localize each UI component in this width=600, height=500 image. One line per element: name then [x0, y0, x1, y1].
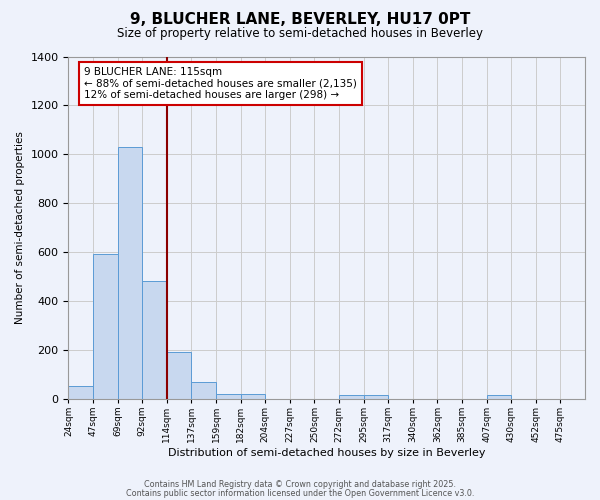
Bar: [241, 394, 265, 398]
Bar: [93, 254, 118, 398]
Bar: [142, 282, 167, 399]
Bar: [191, 382, 216, 398]
Text: 9 BLUCHER LANE: 115sqm
← 88% of semi-detached houses are smaller (2,135)
12% of : 9 BLUCHER LANE: 115sqm ← 88% of semi-det…: [84, 67, 357, 100]
X-axis label: Distribution of semi-detached houses by size in Beverley: Distribution of semi-detached houses by …: [168, 448, 485, 458]
Bar: [216, 394, 241, 398]
Bar: [364, 395, 388, 398]
Text: Contains public sector information licensed under the Open Government Licence v3: Contains public sector information licen…: [126, 488, 474, 498]
Bar: [167, 352, 191, 399]
Text: Size of property relative to semi-detached houses in Beverley: Size of property relative to semi-detach…: [117, 28, 483, 40]
Text: Contains HM Land Registry data © Crown copyright and database right 2025.: Contains HM Land Registry data © Crown c…: [144, 480, 456, 489]
Bar: [68, 386, 93, 398]
Bar: [118, 147, 142, 399]
Bar: [339, 395, 364, 398]
Bar: [487, 395, 511, 398]
Text: 9, BLUCHER LANE, BEVERLEY, HU17 0PT: 9, BLUCHER LANE, BEVERLEY, HU17 0PT: [130, 12, 470, 28]
Y-axis label: Number of semi-detached properties: Number of semi-detached properties: [15, 131, 25, 324]
